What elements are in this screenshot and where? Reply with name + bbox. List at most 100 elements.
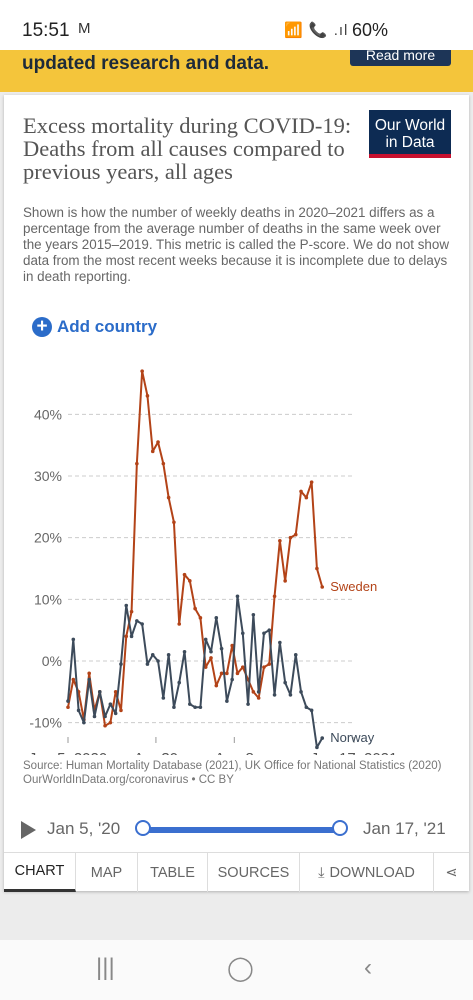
data-point — [230, 677, 234, 682]
tab-table[interactable]: TABLE — [138, 853, 208, 892]
x-tick-label: Apr 30 — [134, 750, 178, 755]
timeline-track[interactable] — [144, 827, 342, 833]
battery-level: 60% — [352, 20, 389, 40]
data-point — [288, 535, 293, 540]
data-point — [320, 736, 325, 740]
data-point — [140, 622, 144, 626]
data-point — [82, 720, 86, 725]
data-point — [161, 696, 166, 700]
data-point — [124, 603, 129, 608]
data-point — [119, 708, 123, 713]
data-point — [267, 662, 272, 666]
status-bar: 15:51 M 📶 📞 .ıl 60% — [0, 0, 473, 50]
share-button[interactable]: ⋖ — [434, 853, 469, 892]
chart-source: Source: Human Mortality Database (2021),… — [23, 759, 453, 787]
play-icon[interactable] — [21, 821, 36, 839]
data-point — [315, 566, 319, 571]
y-tick-label: -10% — [29, 715, 62, 731]
data-point — [87, 671, 91, 676]
data-point — [262, 631, 266, 636]
data-point — [278, 538, 282, 543]
data-point — [182, 572, 187, 577]
read-more-button[interactable]: Read more — [350, 50, 451, 66]
y-tick-label: 30% — [34, 468, 62, 484]
tab-sources[interactable]: SOURCES — [208, 853, 300, 892]
data-point — [97, 690, 102, 694]
data-point — [240, 631, 245, 636]
chart-title: Excess mortality during COVID-19: Deaths… — [23, 113, 352, 184]
data-point — [272, 693, 277, 697]
line-chart[interactable]: -10% 0% 10% 20% 30% 40% Jan 5, 2020 Apr 30 Aug 8… — [4, 95, 469, 755]
source-link[interactable]: OurWorldInData.org/coronavirus • CC BY — [23, 774, 234, 786]
data-point — [108, 720, 113, 725]
data-point — [251, 612, 256, 617]
promo-banner: updated research and data. Read more — [0, 50, 473, 92]
data-point — [315, 745, 319, 750]
data-point — [225, 671, 229, 676]
data-point — [129, 634, 134, 639]
timeline-end-handle[interactable] — [332, 820, 348, 836]
logo-line-2: in Data — [385, 134, 435, 151]
data-point — [182, 649, 187, 654]
data-point — [309, 480, 314, 484]
data-point — [172, 520, 176, 525]
data-point — [288, 693, 293, 697]
data-point — [209, 649, 213, 654]
data-point — [193, 606, 197, 611]
series-label-sweden: Sweden — [330, 579, 377, 594]
data-point — [320, 585, 325, 589]
data-point — [166, 653, 171, 657]
data-point — [203, 665, 208, 669]
home-icon[interactable]: ◯ — [227, 955, 254, 982]
data-point — [87, 677, 91, 682]
signal-icons: 📶 📞 .ıl — [284, 22, 349, 39]
x-tick-label: Aug 8 — [215, 750, 254, 755]
data-point — [150, 449, 155, 454]
data-point — [251, 690, 256, 694]
data-point — [299, 489, 303, 494]
data-point — [198, 616, 203, 620]
data-point — [304, 705, 309, 710]
chart-subtitle: Shown is how the number of weekly deaths… — [23, 205, 449, 284]
data-point — [278, 640, 282, 645]
data-point — [145, 662, 150, 666]
data-point — [92, 714, 97, 719]
recent-apps-icon[interactable]: ||| — [96, 954, 115, 981]
data-point — [161, 461, 166, 466]
data-point — [299, 690, 303, 694]
owid-logo[interactable]: Our World in Data — [369, 110, 451, 158]
add-country-button[interactable]: + Add country — [32, 317, 157, 337]
data-point — [193, 705, 197, 710]
data-point — [103, 723, 107, 728]
timeline-start-label: Jan 5, '20 — [47, 819, 121, 838]
data-point — [283, 579, 287, 583]
data-point — [304, 495, 309, 500]
data-point — [219, 671, 224, 676]
chart-card: Excess mortality during COVID-19: Deaths… — [4, 95, 469, 892]
tab-map[interactable]: MAP — [76, 853, 138, 892]
tab-download[interactable]: ⤓ DOWNLOAD — [300, 853, 434, 892]
y-tick-label: 40% — [34, 406, 62, 422]
timeline-start-handle[interactable] — [135, 820, 151, 836]
android-nav-bar: ||| ◯ ‹ — [0, 940, 473, 1000]
data-point — [293, 532, 298, 537]
plus-icon: + — [32, 317, 52, 337]
back-icon[interactable]: ‹ — [364, 954, 372, 981]
data-point — [172, 705, 176, 710]
data-point — [66, 705, 70, 710]
data-point — [145, 394, 150, 398]
data-point — [135, 461, 139, 466]
logo-line-1: Our World — [374, 117, 446, 134]
data-point — [76, 708, 81, 713]
data-point — [267, 628, 272, 632]
data-point — [246, 702, 250, 706]
data-point — [214, 683, 219, 688]
data-point — [256, 690, 261, 694]
timeline-end-label: Jan 17, '21 — [363, 819, 446, 838]
data-point — [135, 619, 139, 623]
tab-bar: CHART MAP TABLE SOURCES ⤓ DOWNLOAD ⋖ — [4, 852, 469, 892]
data-point — [235, 594, 240, 599]
tab-chart[interactable]: CHART — [4, 853, 76, 892]
download-label: DOWNLOAD — [329, 864, 415, 881]
data-point — [240, 665, 245, 669]
